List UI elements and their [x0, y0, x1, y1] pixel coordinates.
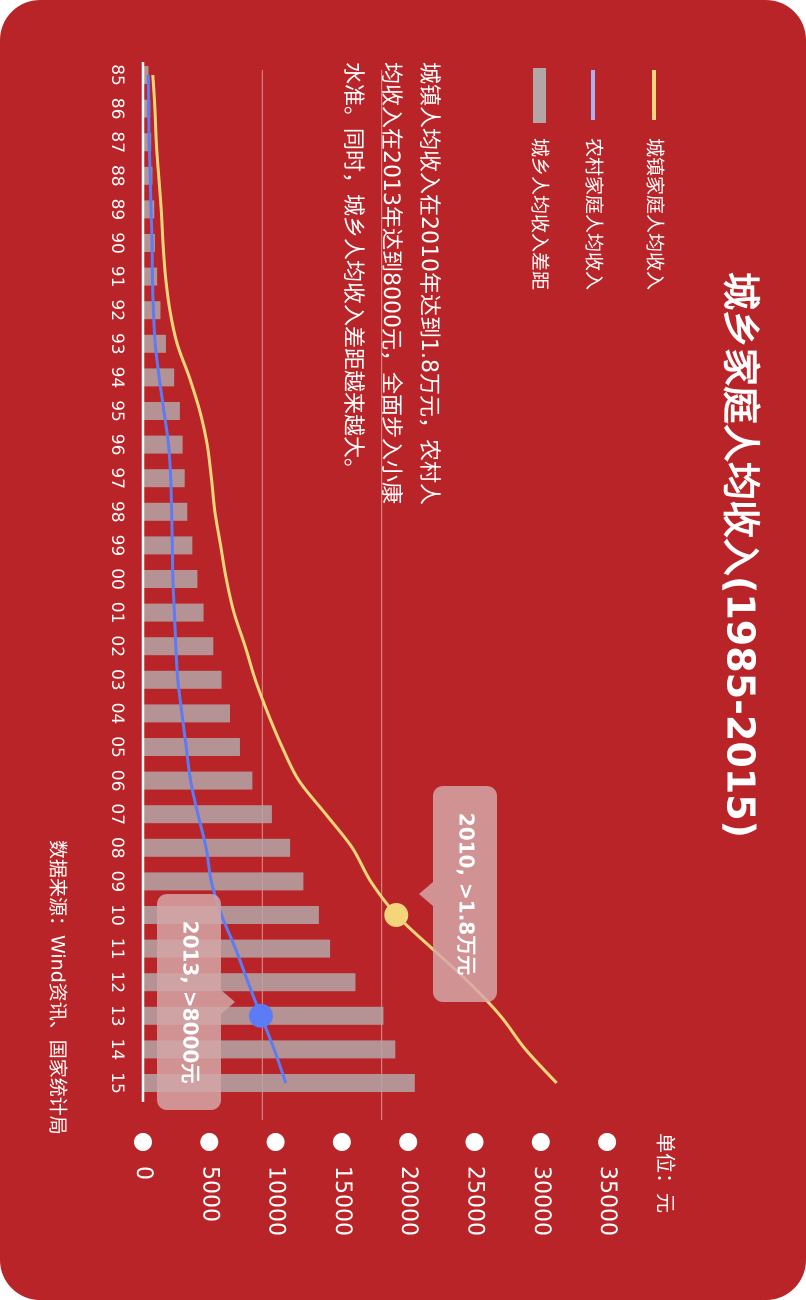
- page-title: 城乡家庭人均收入(1985-2015): [719, 272, 763, 838]
- year-label-01: 01: [107, 602, 127, 624]
- year-label-88: 88: [107, 165, 127, 187]
- year-label-06: 06: [107, 770, 127, 792]
- gap-bar-87: [144, 133, 152, 152]
- tick-label-0: 0: [131, 1166, 156, 1180]
- year-label-95: 95: [107, 400, 127, 422]
- year-label-02: 02: [107, 635, 127, 657]
- year-label-13: 13: [107, 1005, 127, 1027]
- tick-dot-20000: [399, 1133, 418, 1151]
- gap-bar-08: [144, 838, 291, 857]
- tick-label-35000: 35000: [595, 1166, 620, 1236]
- source-note: 数据来源：Wind资讯、国家统计局: [47, 840, 69, 1135]
- gap-bar-03: [144, 670, 222, 689]
- year-label-14: 14: [107, 1039, 127, 1061]
- rural-callout-marker: [248, 1003, 273, 1028]
- gap-bar-91: [144, 267, 158, 286]
- year-label-91: 91: [107, 266, 127, 288]
- tick-dot-25000: [465, 1133, 484, 1151]
- year-label-00: 00: [107, 568, 127, 590]
- legend-label-0: 城镇家庭人均收入: [644, 138, 666, 290]
- tick-dot-5000: [200, 1133, 219, 1151]
- gap-bar-89: [144, 200, 155, 219]
- gap-bar-07: [144, 805, 272, 824]
- note-line-1: 城镇人均收入在2010年达到1.8万元，农村人: [416, 62, 441, 505]
- year-label-09: 09: [107, 871, 127, 893]
- note-line-3: 水准。同时，城乡人均收入差距越来越大。: [340, 62, 365, 480]
- year-label-05: 05: [107, 736, 127, 758]
- tick-dot-30000: [531, 1133, 550, 1151]
- gap-bar-00: [144, 570, 198, 588]
- gap-bar-96: [144, 435, 183, 454]
- year-label-94: 94: [107, 367, 127, 389]
- tick-dot-0: [134, 1133, 152, 1151]
- legend-label-1: 农村家庭人均收入: [583, 138, 605, 290]
- tick-dot-15000: [332, 1133, 351, 1151]
- year-label-97: 97: [107, 467, 127, 489]
- gap-bar-99: [144, 536, 193, 555]
- year-label-98: 98: [107, 501, 127, 523]
- note-line-2: 均收入在2013年达到8000元，全面步入小康: [378, 62, 403, 504]
- legend-swatch-2: [533, 68, 546, 123]
- rural-callout-box: [157, 894, 221, 1110]
- legend-label-2: 城乡人均收入差距: [529, 138, 551, 290]
- year-label-85: 85: [107, 64, 127, 86]
- urban-callout-marker: [384, 903, 409, 927]
- rural-callout: 2013, >8000元: [157, 894, 273, 1110]
- year-label-86: 86: [107, 98, 127, 120]
- year-label-12: 12: [107, 971, 127, 993]
- gap-bar-97: [144, 469, 185, 488]
- tick-dot-10000: [266, 1133, 285, 1151]
- year-label-93: 93: [107, 333, 127, 355]
- gap-bar-09: [144, 872, 304, 891]
- rural-callout-pointer: [221, 990, 235, 1014]
- urban-callout-pointer: [419, 882, 433, 906]
- tick-label-30000: 30000: [529, 1166, 554, 1236]
- urban-callout-text: 2010, >1.8万元: [455, 813, 479, 975]
- year-label-03: 03: [107, 669, 127, 691]
- gap-bar-98: [144, 502, 188, 521]
- year-label-87: 87: [107, 131, 127, 153]
- gap-bar-02: [144, 637, 214, 656]
- tick-label-15000: 15000: [330, 1166, 355, 1236]
- year-label-07: 07: [107, 803, 127, 825]
- tick-dot-35000: [598, 1133, 617, 1151]
- year-label-92: 92: [107, 299, 127, 321]
- gap-bar-85: [144, 66, 149, 84]
- rural-callout-text: 2013, >8000元: [179, 921, 203, 1084]
- tick-label-25000: 25000: [463, 1166, 488, 1236]
- year-label-08: 08: [107, 837, 127, 859]
- year-label-89: 89: [107, 199, 127, 221]
- gap-bar-88: [144, 166, 153, 185]
- urban-callout-box: [433, 786, 497, 1002]
- year-label-90: 90: [107, 232, 127, 254]
- tick-label-10000: 10000: [264, 1166, 289, 1236]
- gap-bar-04: [144, 704, 231, 723]
- unit-label: 单位：元: [654, 1133, 678, 1213]
- gap-bar-05: [144, 738, 240, 756]
- rural-income-line: [146, 74, 288, 1084]
- gap-bar-95: [144, 402, 180, 420]
- tick-label-5000: 5000: [197, 1166, 222, 1222]
- gap-bar-90: [144, 234, 155, 252]
- year-label-99: 99: [107, 535, 127, 557]
- year-label-10: 10: [107, 904, 127, 926]
- year-label-96: 96: [107, 434, 127, 456]
- gap-bar-06: [144, 771, 253, 790]
- year-label-04: 04: [107, 703, 127, 725]
- year-label-15: 15: [107, 1072, 127, 1094]
- urban-callout: 2010, >1.8万元: [384, 786, 497, 1002]
- year-label-11: 11: [107, 938, 127, 960]
- tick-label-20000: 20000: [396, 1166, 421, 1236]
